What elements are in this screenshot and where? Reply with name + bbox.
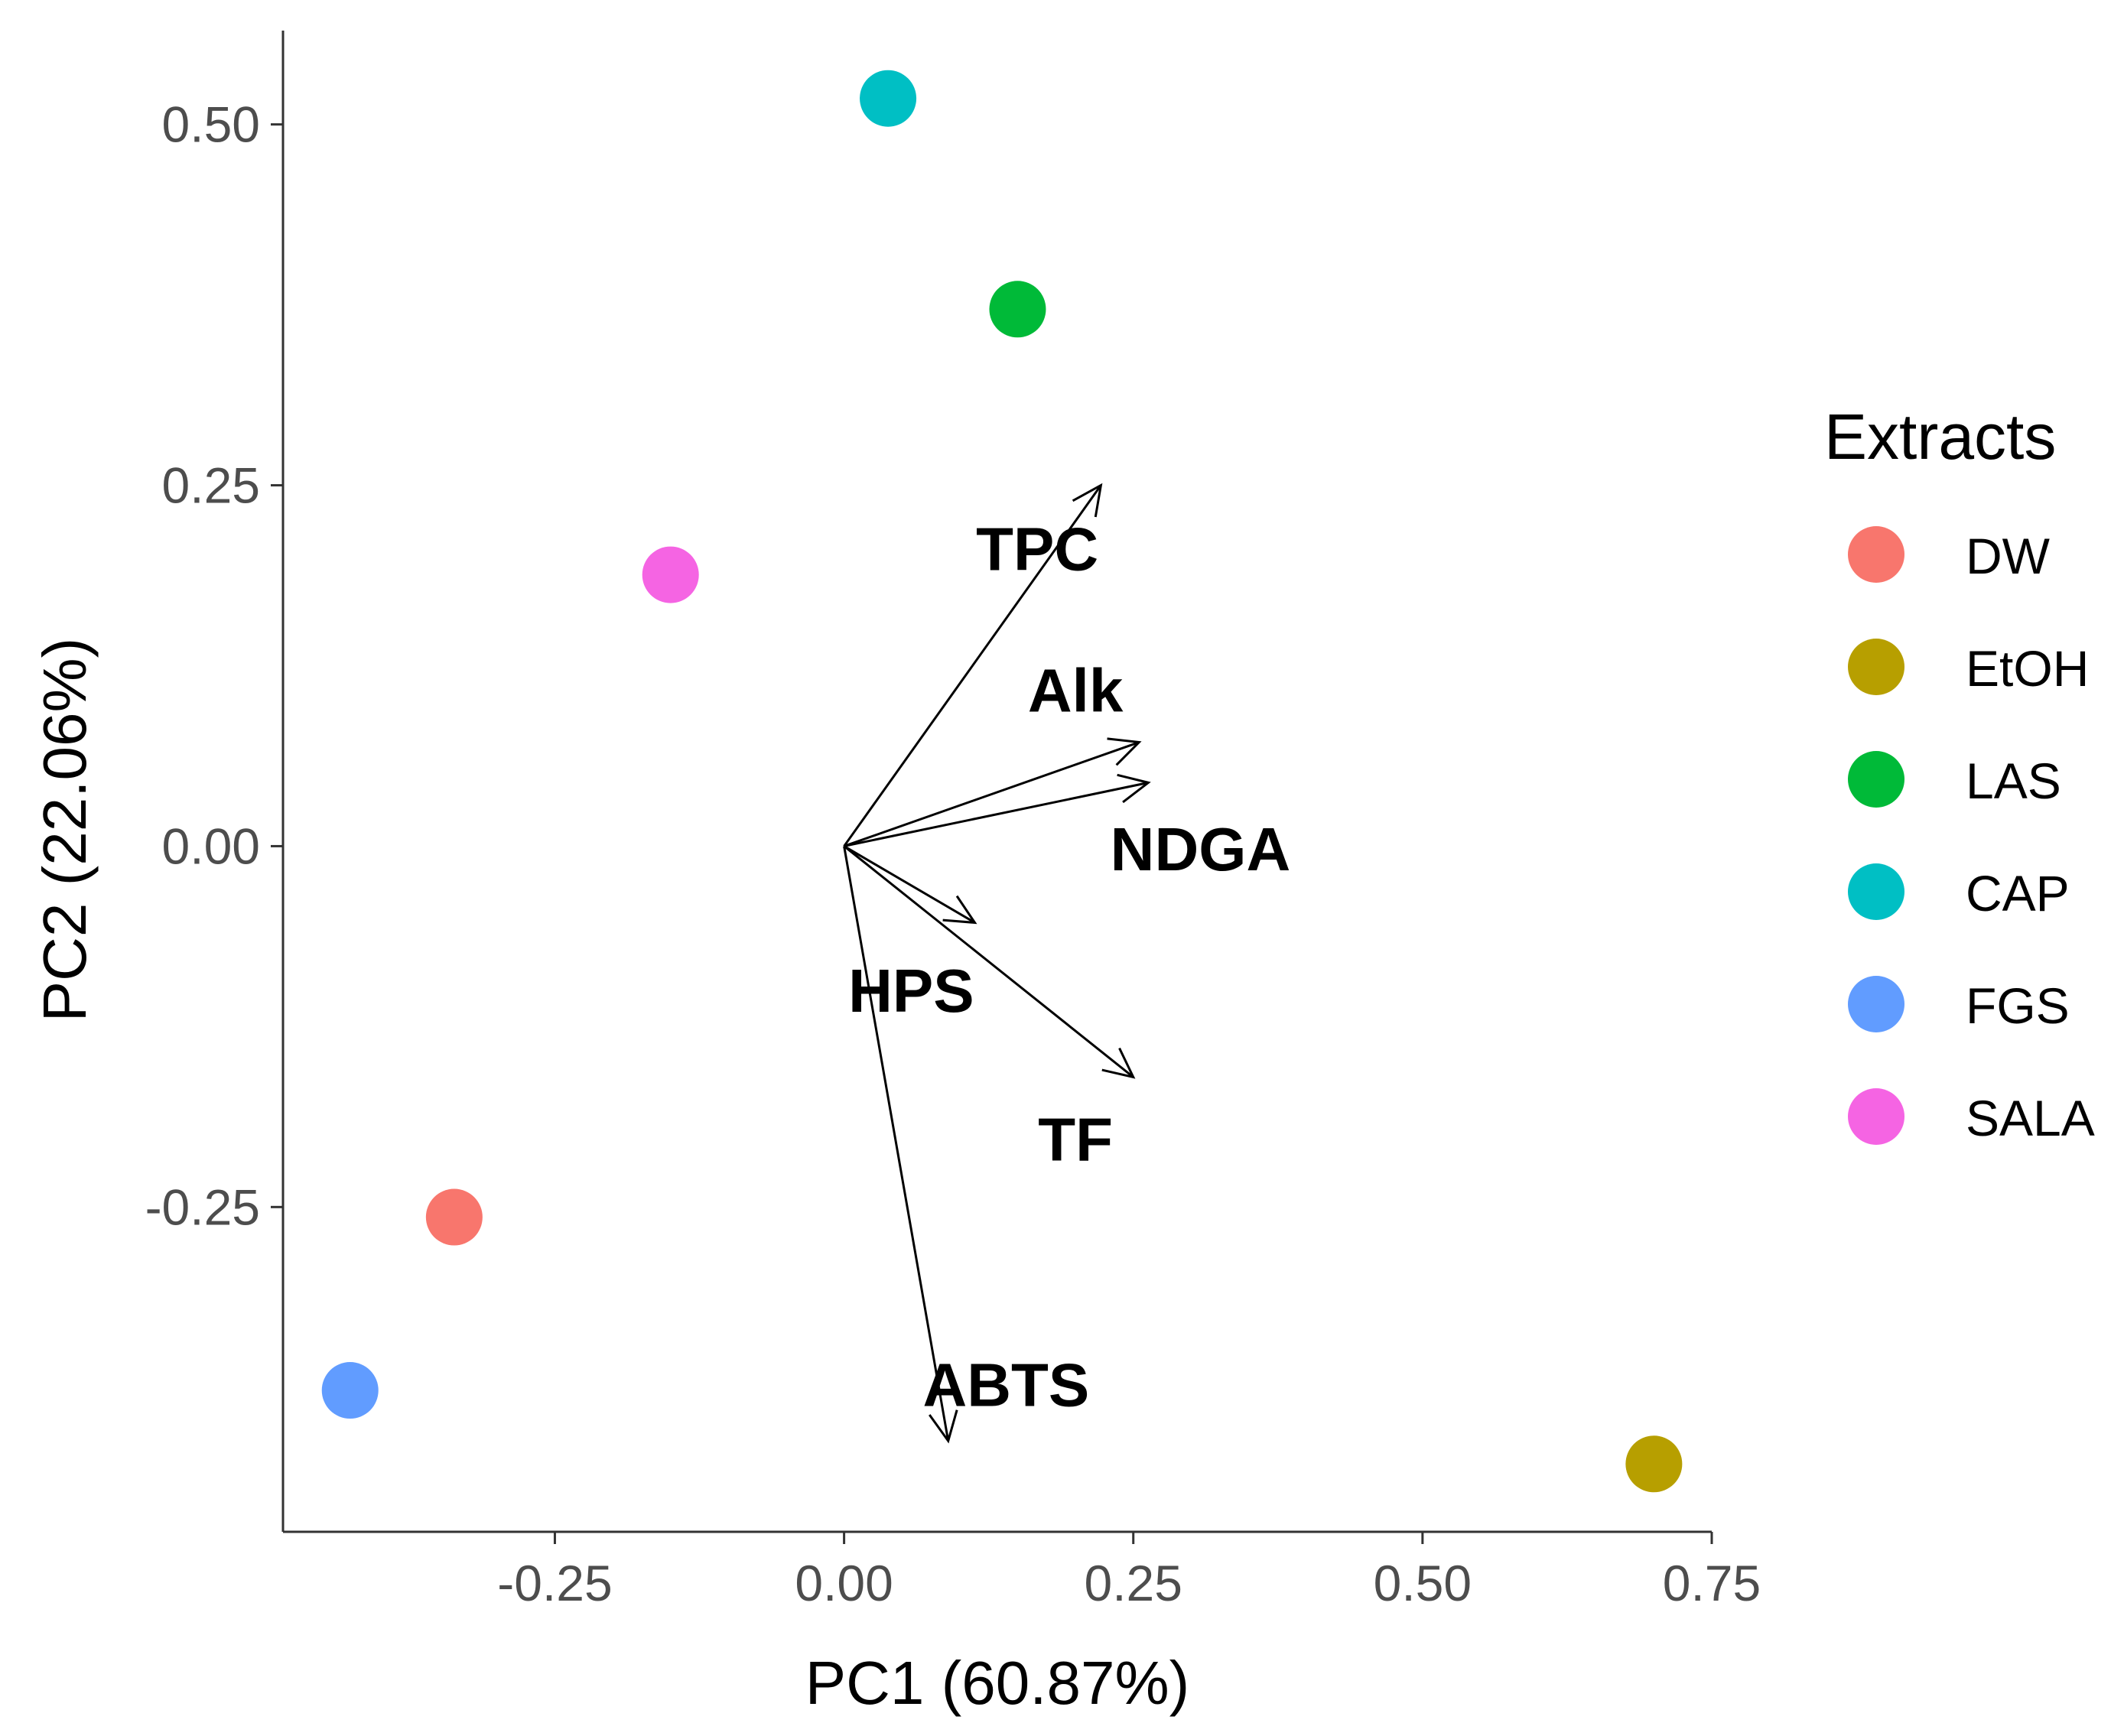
x-tick-label: -0.25: [497, 1555, 612, 1611]
y-tick-label: 0.25: [162, 457, 260, 514]
y-tick-label: -0.25: [145, 1178, 260, 1235]
arrow-hps: [843, 845, 976, 924]
arrowhead-tpc: [1072, 483, 1103, 518]
arrow-abts: [843, 846, 950, 1442]
arrow-tf: [843, 845, 1134, 1078]
x-axis-title: PC1 (60.87%): [805, 1649, 1189, 1717]
legend-label-cap: CAP: [1966, 865, 2070, 922]
legend-label-fgs: FGS: [1966, 977, 2070, 1034]
legend-label-etoh: EtOH: [1966, 640, 2089, 697]
legend-swatch-etoh: [1848, 639, 1904, 695]
legend-label-dw: DW: [1966, 528, 2051, 584]
x-tick-label: 0.00: [795, 1555, 893, 1611]
x-tick-label: 0.25: [1084, 1555, 1182, 1611]
y-tick-label: 0.50: [162, 96, 260, 153]
arrowhead-hps: [942, 895, 977, 925]
y-tick-label: 0.00: [162, 818, 260, 874]
arrow-label-abts: ABTS: [922, 1351, 1089, 1419]
legend-swatch-las: [1848, 751, 1904, 808]
arrow-label-tf: TF: [1038, 1106, 1113, 1174]
legend-label-las: LAS: [1966, 753, 2061, 809]
arrow-label-alk: Alk: [1028, 657, 1124, 725]
point-sala: [642, 546, 699, 603]
arrow-tpc: [843, 484, 1102, 847]
loading-arrows: TPC Alk NDGA HPS TF ABTS: [843, 483, 1291, 1444]
legend-swatch-dw: [1848, 526, 1904, 583]
y-ticks: -0.25 0.00 0.25 0.50: [145, 96, 283, 1235]
legend-swatch-sala: [1848, 1088, 1904, 1145]
point-etoh: [1625, 1435, 1683, 1493]
point-las: [989, 281, 1046, 338]
point-fgs: [321, 1362, 379, 1419]
arrowhead-tf: [1101, 1047, 1136, 1079]
y-axis-title: PC2 (22.06%): [31, 638, 99, 1022]
arrowhead-abts: [929, 1409, 958, 1444]
legend-label-sala: SALA: [1966, 1090, 2095, 1146]
legend-swatch-fgs: [1848, 976, 1904, 1032]
arrow-ndga: [844, 781, 1149, 847]
arrow-label-hps: HPS: [848, 957, 974, 1025]
axes: [281, 31, 1712, 1533]
x-tick-label: 0.75: [1663, 1555, 1761, 1611]
arrow-alk: [844, 741, 1140, 847]
arrowhead-ndga: [1117, 773, 1151, 804]
score-points: [321, 70, 1683, 1493]
point-dw: [425, 1188, 483, 1246]
legend-swatch-cap: [1848, 863, 1904, 920]
x-ticks: -0.25 0.00 0.25 0.50 0.75: [497, 1532, 1761, 1611]
arrow-label-tpc: TPC: [976, 515, 1098, 584]
arrow-label-ndga: NDGA: [1111, 815, 1291, 883]
arrowhead-alk: [1107, 737, 1142, 766]
x-tick-label: 0.50: [1374, 1555, 1472, 1611]
legend: Extracts DW EtOH LAS CAP FGS SALA: [1824, 401, 2095, 1146]
legend-title: Extracts: [1824, 401, 2056, 473]
point-cap: [860, 70, 917, 127]
